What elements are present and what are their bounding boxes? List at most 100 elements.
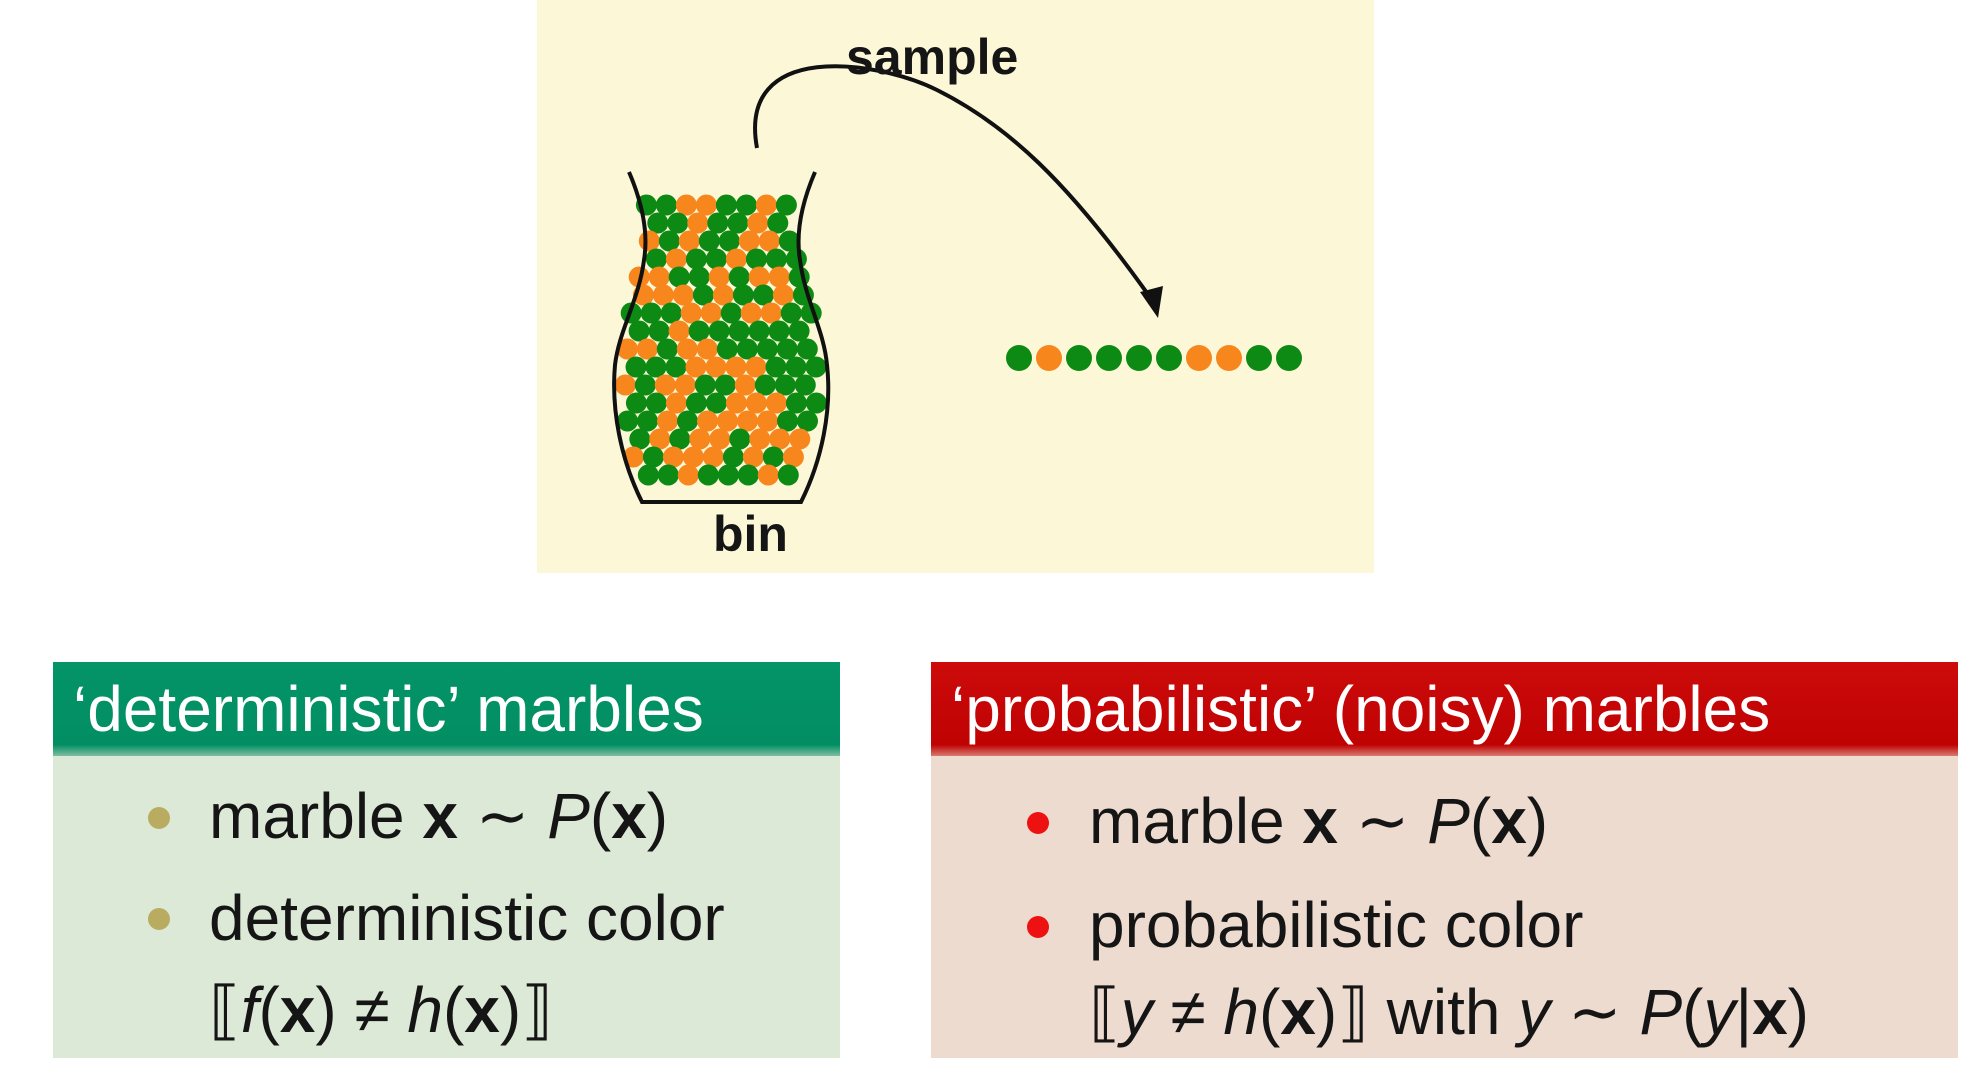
bin-marble (765, 392, 787, 414)
bin-marble (737, 410, 758, 432)
bin-marble (785, 356, 807, 378)
bin-marble (685, 356, 707, 378)
bin-marble (788, 320, 810, 342)
bin-label: bin (713, 506, 788, 562)
sample-label: sample (846, 29, 1019, 85)
bin-marble (637, 464, 659, 486)
deterministic-box: ‘deterministic’ marbles marble x ∼ P(x) … (53, 662, 840, 1058)
bin-marble (805, 392, 827, 414)
bin-marble (725, 356, 747, 378)
bin-marble (705, 392, 727, 414)
bin-marble (649, 428, 671, 450)
sampled-marble (1006, 345, 1032, 371)
bin-marble (692, 284, 714, 306)
bin-marble (657, 410, 678, 432)
bin-sampling-diagram: sample bin (537, 0, 1374, 573)
bin-marble (717, 464, 739, 486)
bin-marble (714, 374, 736, 396)
bin-marble (614, 374, 636, 396)
bin-marble (628, 320, 650, 342)
bin-marble (707, 212, 729, 234)
bin-marble (668, 320, 690, 342)
sample-arrow (753, 64, 1154, 302)
deterministic-formula: ⟦f(x) ≠ h(x)⟧ (209, 974, 553, 1046)
bin-marble (782, 446, 804, 468)
bin-marble (696, 338, 718, 360)
bin-marble (629, 428, 651, 450)
bin-marble (745, 356, 767, 378)
bin-marble (760, 302, 782, 324)
bin-marble (738, 230, 760, 252)
bin-marble (625, 356, 647, 378)
sampled-marble (1096, 345, 1122, 371)
bin-marble (645, 392, 667, 414)
probabilistic-box: ‘probabilistic’ (noisy) marbles marble x… (931, 662, 1958, 1058)
bin-marble (647, 212, 669, 234)
bin-marble (708, 266, 730, 288)
bin-marble (717, 410, 738, 432)
bin-marble (660, 302, 682, 324)
bin-marble (648, 266, 670, 288)
bin-marble (754, 374, 776, 396)
bin-marble (718, 230, 740, 252)
bin-marble (665, 248, 687, 270)
probabilistic-formula: ⟦y ≠ h(x)⟧ with y ∼ P(y|x) (1089, 976, 1809, 1048)
sampled-marble (1186, 345, 1212, 371)
bin-marble (776, 338, 798, 360)
bin-marble (658, 230, 680, 252)
bin-marble (672, 284, 694, 306)
bin-marble (642, 446, 664, 468)
bin-marble (657, 464, 679, 486)
sampled-marble (1036, 345, 1062, 371)
bullet-dot (148, 807, 170, 829)
bin-marble (687, 212, 709, 234)
bin-marble (702, 446, 724, 468)
bullet-dot (148, 908, 170, 930)
bin-marble (725, 392, 747, 414)
probabilistic-bullet-2-line1: probabilistic color (1089, 889, 1584, 961)
bin-marble (674, 374, 696, 396)
bin-marble (735, 194, 757, 216)
bin-marble (768, 320, 790, 342)
bin-marble (777, 464, 799, 486)
bin-marble (645, 356, 667, 378)
bin-marble (637, 410, 658, 432)
bin-marble (705, 248, 727, 270)
bin-marble (654, 374, 676, 396)
bin-marble (748, 320, 770, 342)
bin-marble (645, 248, 667, 270)
bin-marble (785, 392, 807, 414)
sampled-marble (1126, 345, 1152, 371)
bin-marble (665, 356, 687, 378)
bin-marble (762, 446, 784, 468)
bin-marble (656, 338, 678, 360)
deterministic-title: ‘deterministic’ marbles (53, 662, 840, 756)
bin-marble (705, 356, 727, 378)
probabilistic-title: ‘probabilistic’ (noisy) marbles (931, 662, 1958, 756)
bin-marble (797, 410, 818, 432)
bin-marble (616, 338, 638, 360)
bin-marble (794, 374, 816, 396)
bin-marble (758, 230, 780, 252)
bullet-dot (1027, 812, 1049, 834)
bin-marble (676, 338, 698, 360)
bin-marble (648, 320, 670, 342)
bin-marble (748, 266, 770, 288)
bin-marble (732, 284, 754, 306)
bin-marble (682, 446, 704, 468)
deterministic-bullet-1: marble x ∼ P(x) (209, 780, 669, 852)
bin-marble (697, 410, 718, 432)
bin-marble (728, 266, 750, 288)
bin-marble (769, 428, 791, 450)
bin-marble (694, 374, 716, 396)
bin-marble (669, 428, 691, 450)
bin-marble (667, 212, 689, 234)
bin-marble (636, 338, 658, 360)
bin-marble (778, 230, 800, 252)
bin-marble (634, 374, 656, 396)
bin-marble (678, 230, 700, 252)
bin-marble (789, 428, 811, 450)
bin-outline (612, 171, 831, 504)
bin-marble (662, 446, 684, 468)
bin-marble (638, 230, 660, 252)
